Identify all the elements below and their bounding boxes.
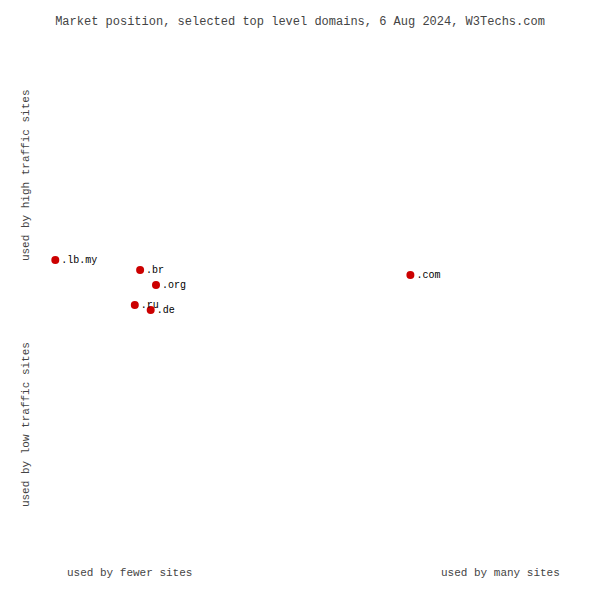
svg-text:used by low traffic sites: used by low traffic sites	[20, 342, 32, 507]
svg-text:.lb.my: .lb.my	[61, 255, 97, 266]
svg-text:used by many sites: used by many sites	[441, 567, 560, 579]
svg-text:.br: .br	[146, 265, 164, 276]
svg-text:.ru: .ru	[141, 300, 159, 311]
svg-text:Market position, selected top: Market position, selected top level doma…	[55, 15, 545, 29]
svg-text:used by high traffic sites: used by high traffic sites	[20, 89, 32, 261]
svg-text:.org: .org	[162, 280, 186, 291]
svg-text:.com: .com	[416, 270, 440, 281]
svg-text:.de: .de	[157, 305, 175, 316]
svg-text:used by fewer sites: used by fewer sites	[67, 567, 192, 579]
